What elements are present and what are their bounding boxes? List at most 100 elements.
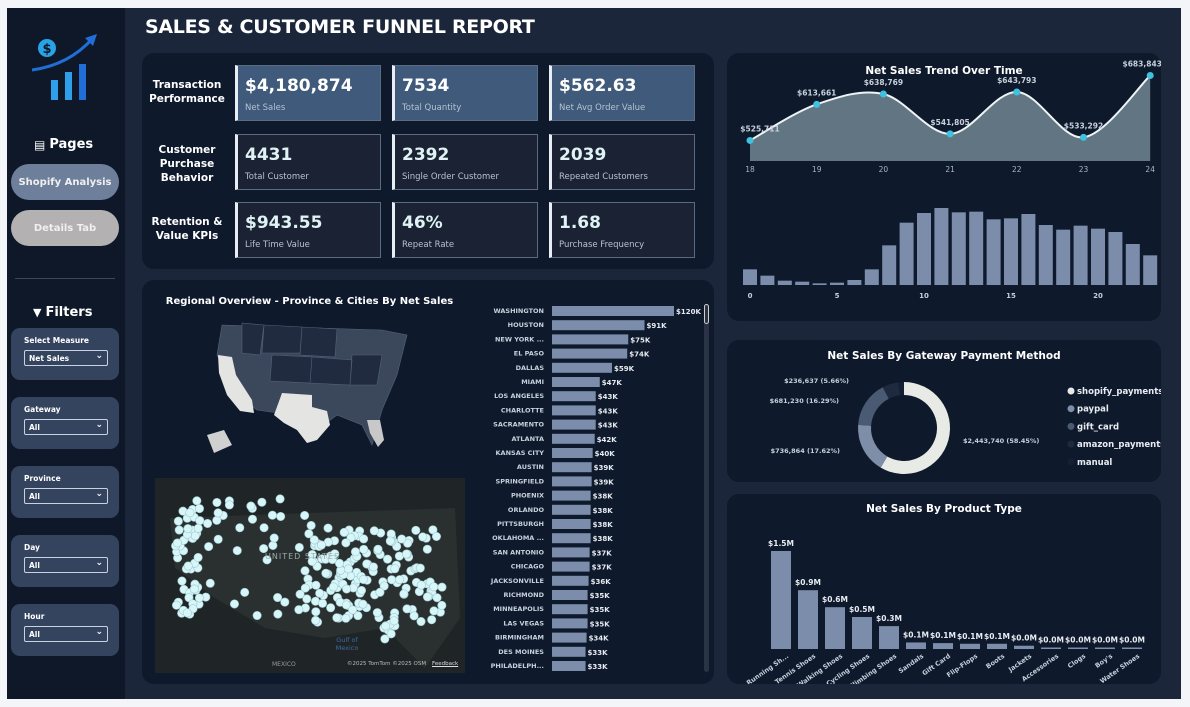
city-bubble[interactable] bbox=[240, 587, 250, 597]
legend-item-amazon_payments[interactable]: amazon_payments bbox=[1077, 440, 1161, 450]
hour-bar[interactable] bbox=[743, 269, 757, 285]
city-bubble[interactable] bbox=[341, 613, 351, 623]
hour-bar[interactable] bbox=[1091, 228, 1105, 285]
city-bubble[interactable] bbox=[399, 589, 409, 599]
city-bubble[interactable] bbox=[247, 514, 257, 524]
city-bubble[interactable] bbox=[213, 534, 223, 544]
city-bar[interactable] bbox=[552, 405, 596, 416]
city-bubble[interactable] bbox=[273, 593, 283, 603]
city-bar[interactable] bbox=[552, 448, 593, 458]
city-bar[interactable] bbox=[552, 519, 591, 529]
hour-bar[interactable] bbox=[934, 208, 949, 285]
city-bubble[interactable] bbox=[358, 599, 368, 609]
city-bubble[interactable] bbox=[429, 606, 439, 616]
city-bubble[interactable] bbox=[294, 605, 304, 615]
city-bubble[interactable] bbox=[437, 582, 447, 592]
city-bar[interactable] bbox=[552, 575, 589, 586]
product-bar[interactable] bbox=[960, 643, 980, 649]
city-bubble[interactable] bbox=[369, 526, 379, 536]
filter-dropdown[interactable]: All ⌄ bbox=[24, 419, 108, 435]
filter-dropdown[interactable]: All ⌄ bbox=[24, 626, 108, 642]
city-bubble[interactable] bbox=[422, 544, 432, 554]
city-bubble[interactable] bbox=[294, 542, 304, 552]
city-bubble[interactable] bbox=[389, 616, 399, 626]
product-bar[interactable] bbox=[933, 643, 953, 649]
city-bubble[interactable] bbox=[315, 588, 325, 598]
city-bubble[interactable] bbox=[185, 508, 195, 518]
donut-slice-manual[interactable] bbox=[898, 382, 904, 396]
city-bubble[interactable] bbox=[232, 546, 242, 556]
city-bubble[interactable] bbox=[316, 540, 326, 550]
city-bubble[interactable] bbox=[431, 532, 441, 542]
filter-dropdown[interactable]: All ⌄ bbox=[24, 488, 108, 504]
city-bar[interactable] bbox=[552, 490, 591, 501]
trend-point[interactable] bbox=[946, 130, 954, 138]
city-bubble[interactable] bbox=[194, 593, 204, 603]
city-bubble[interactable] bbox=[342, 584, 352, 594]
city-bubble[interactable] bbox=[183, 561, 193, 571]
city-bubble[interactable] bbox=[177, 576, 187, 586]
city-bar[interactable] bbox=[552, 306, 674, 316]
hour-bar[interactable] bbox=[951, 212, 966, 285]
city-bubble[interactable] bbox=[402, 604, 412, 614]
city-bubble[interactable] bbox=[390, 564, 400, 574]
feedback-link[interactable]: Feedback bbox=[432, 661, 459, 667]
hour-bar[interactable] bbox=[777, 280, 792, 285]
city-bubble[interactable] bbox=[311, 607, 321, 617]
city-bubble[interactable] bbox=[427, 615, 437, 625]
city-bubble[interactable] bbox=[383, 554, 393, 564]
city-bubble[interactable] bbox=[300, 510, 310, 520]
hour-bar[interactable] bbox=[812, 283, 827, 285]
trend-point[interactable] bbox=[1013, 88, 1021, 96]
city-bar[interactable] bbox=[552, 433, 595, 444]
hour-bar[interactable] bbox=[795, 281, 810, 285]
hour-bar[interactable] bbox=[1143, 255, 1158, 285]
city-bubble[interactable] bbox=[212, 497, 222, 507]
hour-bar[interactable] bbox=[969, 211, 984, 285]
city-bubble[interactable] bbox=[273, 609, 283, 619]
nav-details-tab[interactable]: Details Tab bbox=[11, 210, 119, 246]
city-bubble[interactable] bbox=[262, 555, 272, 565]
donut-slice-amazon_payments[interactable] bbox=[882, 382, 900, 399]
us-state-filled-map[interactable] bbox=[202, 315, 417, 455]
city-bar[interactable] bbox=[552, 391, 596, 402]
city-bubble[interactable] bbox=[416, 580, 426, 590]
city-bubble[interactable] bbox=[306, 520, 316, 530]
city-bar[interactable] bbox=[552, 604, 588, 615]
city-bubble[interactable] bbox=[259, 544, 269, 554]
city-bubble[interactable] bbox=[268, 540, 278, 550]
hour-bar[interactable] bbox=[1004, 218, 1018, 285]
product-bar[interactable] bbox=[852, 616, 872, 649]
product-bar[interactable] bbox=[825, 607, 845, 649]
city-bubble[interactable] bbox=[348, 605, 358, 615]
legend-item-gift_card[interactable]: gift_card bbox=[1077, 422, 1119, 432]
city-bar[interactable] bbox=[552, 348, 628, 359]
hour-bar[interactable] bbox=[760, 275, 775, 285]
city-bubble[interactable] bbox=[323, 523, 333, 533]
city-bar[interactable] bbox=[552, 533, 591, 544]
city-bubble[interactable] bbox=[213, 508, 223, 518]
city-bubble[interactable] bbox=[235, 523, 245, 533]
city-bar[interactable] bbox=[552, 504, 591, 515]
city-bubble[interactable] bbox=[302, 594, 312, 604]
city-bubble[interactable] bbox=[304, 529, 314, 539]
city-bubble[interactable] bbox=[329, 582, 339, 592]
city-bubble[interactable] bbox=[224, 500, 234, 510]
city-bubble[interactable] bbox=[280, 597, 290, 607]
city-bubble[interactable] bbox=[182, 608, 192, 618]
city-bubble[interactable] bbox=[193, 552, 203, 562]
city-bubble[interactable] bbox=[183, 524, 193, 534]
hour-bar[interactable] bbox=[1056, 229, 1071, 285]
city-bubble[interactable] bbox=[411, 525, 421, 535]
city-bubble[interactable] bbox=[192, 496, 202, 506]
city-bar[interactable] bbox=[552, 362, 612, 373]
product-bar[interactable] bbox=[1068, 647, 1088, 650]
city-bubble[interactable] bbox=[387, 575, 397, 585]
city-bar[interactable] bbox=[552, 661, 586, 671]
product-bar[interactable] bbox=[1095, 647, 1115, 650]
city-bubble[interactable] bbox=[429, 582, 439, 592]
city-bubble[interactable] bbox=[311, 580, 321, 590]
city-bubble[interactable] bbox=[409, 611, 419, 621]
city-bubble[interactable] bbox=[173, 516, 183, 526]
city-bubble[interactable] bbox=[295, 589, 305, 599]
